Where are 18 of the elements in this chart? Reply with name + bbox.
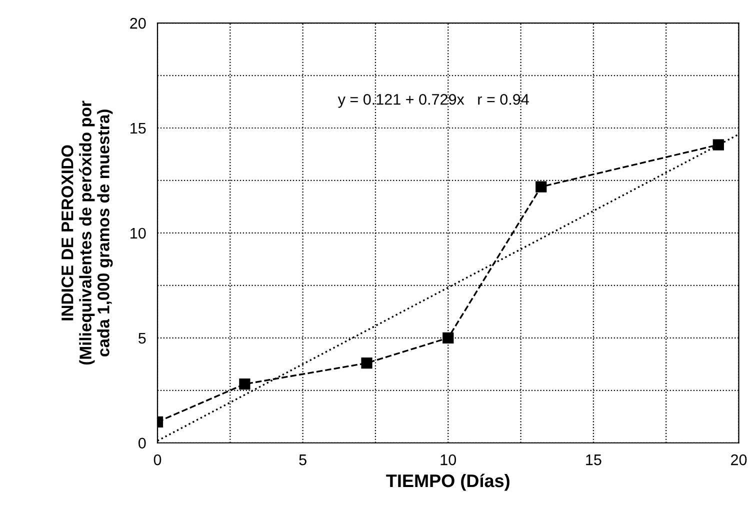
x-axis-title: TIEMPO (Días) [386,474,510,491]
point [536,181,547,192]
y-tick-label: 10 [130,228,146,239]
point [712,139,724,150]
annotation: y = 0.121 + 0.729x r = 0.94 [338,94,529,108]
point [442,332,454,344]
point [361,358,372,369]
y-tick-label: 0 [138,438,146,449]
y-tick-label: 5 [138,332,146,344]
x-tick-label: 20 [731,454,747,466]
x-tick-label: 15 [586,454,602,466]
y-tick-label: 15 [130,123,146,134]
point [239,378,250,390]
x-tick-label: 10 [440,454,456,466]
x-tick-label: 5 [299,454,306,466]
y-axis-title: INDICE DE PEROXIDO (Miliequivalentes de peróxido por cada 1,000 gramos de muestra) [61,100,113,365]
x-tick-label: 0 [154,454,162,466]
y-tick-label: 20 [130,18,146,29]
